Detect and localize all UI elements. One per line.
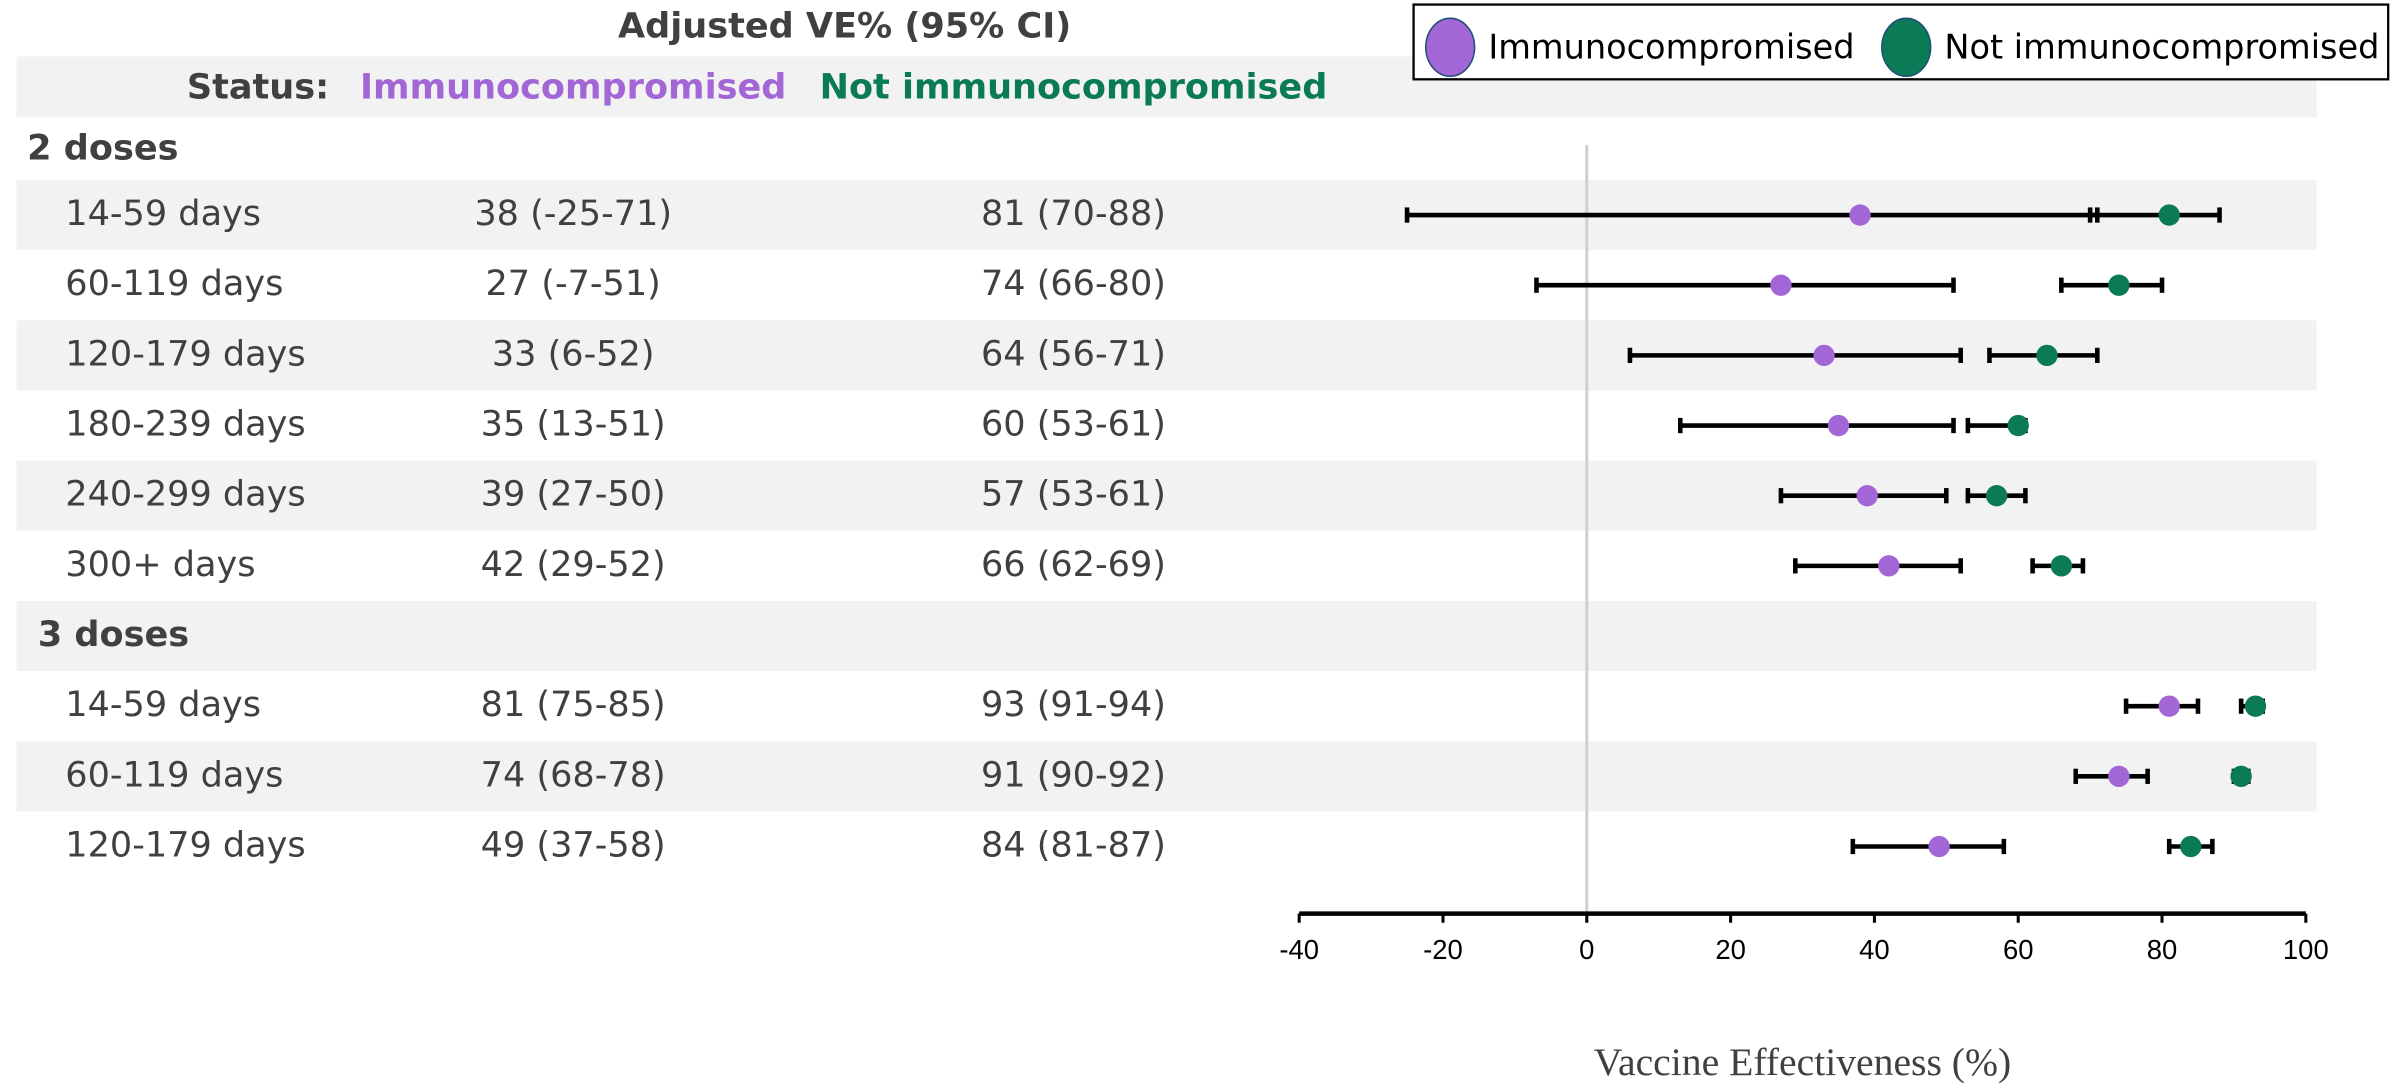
- row-label: 120-179 days: [65, 824, 305, 865]
- value-label: 33 (6-52): [492, 333, 655, 374]
- point: [1878, 555, 1900, 577]
- x-tick-label: 20: [1715, 934, 1746, 965]
- point: [1856, 485, 1878, 507]
- value-label: 60 (53-61): [981, 404, 1166, 445]
- group-label: 2 doses: [27, 127, 178, 168]
- x-tick-label: 0: [1579, 934, 1594, 965]
- row-label: 60-119 days: [65, 263, 283, 304]
- value-label: 66 (62-69): [981, 544, 1166, 585]
- point: [1928, 835, 1950, 858]
- row-label: 14-59 days: [65, 684, 261, 725]
- value-label: 74 (68-78): [481, 754, 666, 795]
- value-label: 42 (29-52): [481, 544, 666, 585]
- point: [2050, 555, 2073, 577]
- legend-label: Not immunocompromised: [1944, 27, 2379, 66]
- row-band: [16, 600, 2317, 672]
- value-label: 84 (81-87): [981, 824, 1166, 865]
- point: [2230, 765, 2252, 788]
- value-label: 49 (37-58): [481, 824, 666, 865]
- legend-label: Immunocompromised: [1488, 27, 1854, 66]
- legend-swatch: [1425, 17, 1476, 78]
- point: [2180, 835, 2202, 858]
- row-label: 14-59 days: [65, 193, 261, 234]
- status-label: Status:: [187, 66, 329, 107]
- chart-title: Adjusted VE% (95% CI): [618, 5, 1071, 46]
- point: [2108, 765, 2130, 788]
- value-label: 27 (-7-51): [486, 263, 661, 304]
- value-label: 38 (-25-71): [474, 193, 672, 234]
- point: [2158, 204, 2180, 226]
- row-band: [16, 741, 2317, 812]
- point: [1985, 485, 2008, 507]
- value-label: 81 (75-85): [481, 684, 666, 725]
- point: [1813, 344, 1835, 367]
- column-header: Not immunocompromised: [820, 66, 1328, 107]
- value-label: 35 (13-51): [481, 404, 666, 445]
- group-label: 3 doses: [38, 614, 189, 655]
- row-label: 120-179 days: [65, 333, 305, 374]
- x-tick-label: 60: [2003, 934, 2034, 965]
- row-label: 240-299 days: [65, 474, 305, 515]
- x-tick-label: -20: [1423, 934, 1463, 965]
- point: [2108, 274, 2130, 296]
- value-label: 39 (27-50): [481, 474, 666, 515]
- x-tick-label: 80: [2147, 934, 2178, 965]
- row-label: 60-119 days: [65, 754, 283, 795]
- value-label: 64 (56-71): [981, 333, 1166, 374]
- point: [1770, 274, 1792, 296]
- point: [2036, 344, 2058, 367]
- x-tick-label: -40: [1279, 934, 1319, 965]
- point: [1827, 414, 1850, 437]
- x-tick-label: 100: [2283, 934, 2329, 965]
- row-label: 300+ days: [65, 544, 255, 585]
- column-header: Immunocompromised: [360, 66, 786, 107]
- legend-swatch: [1881, 17, 1932, 78]
- x-tick-label: 40: [1859, 934, 1890, 965]
- value-label: 74 (66-80): [981, 263, 1166, 304]
- value-label: 91 (90-92): [981, 754, 1166, 795]
- value-label: 81 (70-88): [981, 193, 1166, 234]
- point: [2007, 414, 2029, 437]
- value-label: 93 (91-94): [981, 684, 1166, 725]
- point: [2244, 695, 2267, 717]
- row-band: [16, 320, 2317, 391]
- point: [2158, 695, 2180, 717]
- point: [1849, 204, 1871, 226]
- row-label: 180-239 days: [65, 404, 305, 445]
- x-axis-label: Vaccine Effectiveness (%): [1594, 1040, 2011, 1084]
- value-label: 57 (53-61): [981, 474, 1166, 515]
